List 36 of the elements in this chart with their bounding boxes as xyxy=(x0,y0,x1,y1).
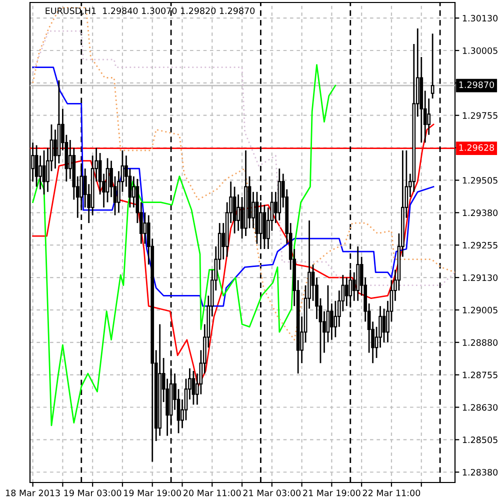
line-series xyxy=(32,64,336,426)
y-tick-label: 1.28630 xyxy=(462,404,498,411)
candlestick xyxy=(344,276,348,307)
y-tick-label: 1.29130 xyxy=(462,274,498,281)
y-tick-label: 1.28380 xyxy=(462,468,498,476)
candlestick xyxy=(430,32,434,100)
y-tick-label: 1.29005 xyxy=(462,306,498,314)
candlestick xyxy=(236,194,240,232)
ref-line-label: 1.29870 xyxy=(459,81,494,88)
line-series xyxy=(32,66,434,307)
candlestick xyxy=(330,302,334,340)
x-tick-label: 20 Mar 11:00 xyxy=(184,490,241,496)
candlestick xyxy=(192,370,196,406)
line-series xyxy=(32,6,455,340)
y-tick-label: 1.30005 xyxy=(462,47,498,54)
y-tick-label: 1.30130 xyxy=(462,14,498,22)
y-tick-label: 1.29255 xyxy=(462,242,498,249)
candlestick xyxy=(427,98,431,136)
x-tick-label: 19 Mar 19:00 xyxy=(124,490,181,496)
x-tick-label: 21 Mar 03:00 xyxy=(243,490,301,496)
candlestick xyxy=(143,212,147,244)
y-tick-label: 1.29380 xyxy=(462,209,498,216)
y-tick-label: 1.29755 xyxy=(462,112,498,119)
x-tick-label: 19 Mar 03:00 xyxy=(64,490,122,496)
candlestick xyxy=(42,150,46,196)
ref-line-label: 1.29628 xyxy=(459,144,494,151)
y-tick-label: 1.28505 xyxy=(462,436,498,444)
y-tick-label: 1.29505 xyxy=(462,177,498,184)
candlestick xyxy=(38,154,42,190)
x-tick-label: 18 Mar 2013 xyxy=(6,490,60,496)
x-tick-label: 21 Mar 19:00 xyxy=(303,490,360,496)
candlestick xyxy=(382,308,386,344)
y-tick-label: 1.28755 xyxy=(462,372,498,378)
candlestick xyxy=(34,144,38,188)
x-tick-label: 22 Mar 11:00 xyxy=(362,490,420,496)
y-tick-label: 1.28880 xyxy=(462,339,498,346)
